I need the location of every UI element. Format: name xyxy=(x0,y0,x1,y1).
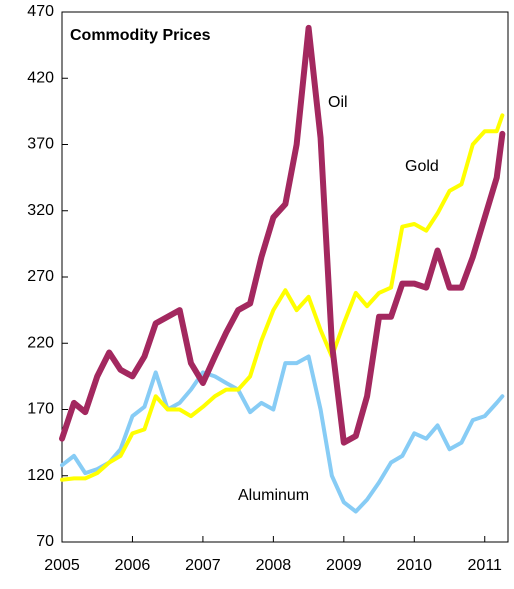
y-tick-label: 220 xyxy=(27,334,54,351)
y-tick-label: 270 xyxy=(27,268,54,285)
y-tick-label: 420 xyxy=(27,69,54,86)
x-tick-label: 2011 xyxy=(468,557,503,574)
y-tick-label: 470 xyxy=(27,3,54,20)
series-label: Gold xyxy=(405,158,439,175)
y-tick-label: 120 xyxy=(27,467,54,484)
y-tick-label: 70 xyxy=(36,533,54,550)
series-line xyxy=(60,113,505,482)
x-tick-label: 2005 xyxy=(44,557,80,574)
x-tick-label: 2009 xyxy=(326,557,362,574)
y-tick-label: 370 xyxy=(27,136,54,153)
plot-frame xyxy=(61,11,509,543)
x-tick-label: 2008 xyxy=(256,557,292,574)
series-line xyxy=(59,24,506,446)
y-tick-label: 170 xyxy=(27,401,54,418)
series-line xyxy=(60,354,505,514)
x-tick-label: 2006 xyxy=(115,557,151,574)
chart-title: Commodity Prices xyxy=(70,27,211,44)
y-tick-label: 320 xyxy=(27,202,54,219)
x-tick-label: 2010 xyxy=(396,557,432,574)
series-label: Oil xyxy=(328,94,348,111)
series-label: Aluminum xyxy=(238,487,309,504)
x-tick-label: 2007 xyxy=(185,557,221,574)
